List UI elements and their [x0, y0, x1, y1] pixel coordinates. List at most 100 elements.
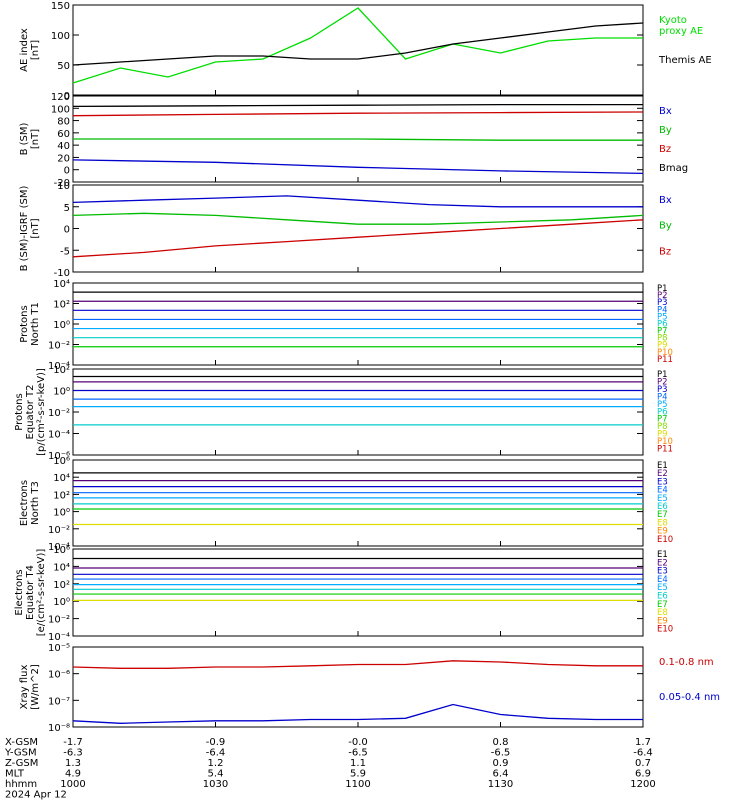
- legend-entry: E9: [657, 527, 668, 537]
- y-tick-label: 10⁴: [53, 279, 70, 290]
- y-tick-label: 10⁶: [53, 545, 70, 556]
- series-line: [72, 212, 644, 225]
- legend-entry: 0.05-0.4 nm: [659, 692, 720, 703]
- series-line: [72, 703, 643, 724]
- legend-entry: E8: [657, 518, 668, 528]
- panel-frame: [72, 282, 644, 366]
- axis-row-name: X-GSM: [5, 737, 38, 748]
- legend-entry: E10: [657, 625, 673, 635]
- y-tick-label: 0: [64, 91, 70, 102]
- y-axis-label: B (SM): [19, 122, 30, 155]
- series-line: [72, 159, 644, 175]
- legend-entry: E7: [657, 600, 668, 610]
- axis-row-value: 4.9: [65, 769, 81, 780]
- y-tick-label: 10⁴: [53, 473, 70, 484]
- panel-frame: [72, 646, 644, 728]
- legend-entry: E2: [657, 558, 668, 568]
- legend-entry: P9: [657, 430, 668, 440]
- legend-entry: Bz: [659, 246, 671, 257]
- y-tick-label: 10⁻⁷: [48, 696, 70, 707]
- y-tick-label: 0: [64, 166, 70, 177]
- y-tick-label: 10⁻⁶: [48, 451, 70, 462]
- y-axis-label: [nT]: [30, 218, 41, 238]
- y-tick-label: 50: [57, 61, 70, 72]
- legend-entry: P3: [657, 298, 668, 308]
- panel-frame: [72, 184, 644, 273]
- legend-entry: E5: [657, 583, 668, 593]
- legend-entry: P5: [657, 400, 668, 410]
- legend-entry: P7: [657, 415, 668, 425]
- legend-entry: P1: [657, 284, 668, 294]
- legend-entry: E4: [657, 575, 668, 585]
- y-axis-label: North T1: [30, 302, 41, 346]
- y-axis-label: [p/(cm²-s-sr-keV)]: [36, 368, 47, 456]
- y-tick-label: 5: [64, 203, 70, 214]
- legend-entry: By: [659, 125, 672, 136]
- axis-row-value: 6.4: [493, 769, 509, 780]
- y-axis-label: B (SM)-IGRF (SM): [19, 186, 30, 272]
- axis-row-value: 1000: [60, 779, 85, 790]
- axis-row-value: 1100: [345, 779, 370, 790]
- y-axis-label: [nT]: [30, 129, 41, 149]
- legend-entry: Bz: [659, 144, 671, 155]
- legend-entry: Themis AE: [658, 55, 712, 66]
- legend-entry: E1: [657, 550, 668, 560]
- axis-row-value: 1.2: [208, 758, 224, 769]
- y-axis-label: [W/m^2]: [30, 664, 41, 710]
- legend-entry: P4: [657, 392, 668, 402]
- y-tick-label: 10⁻⁴: [48, 542, 70, 553]
- axis-row-value: 1.3: [65, 758, 81, 769]
- axis-row-value: -1.7: [63, 737, 83, 748]
- legend-entry: P11: [657, 445, 673, 455]
- legend-entry: E6: [657, 502, 668, 512]
- y-axis-label: Xray flux: [19, 665, 30, 710]
- axis-row-value: -6.5: [491, 748, 511, 759]
- y-tick-label: 10⁻⁸: [48, 723, 70, 734]
- legend-entry: Bx: [659, 195, 672, 206]
- legend-entry: P9: [657, 341, 668, 351]
- axis-row-value: -0.0: [348, 737, 368, 748]
- y-tick-label: -5: [60, 246, 70, 257]
- legend-entry: E2: [657, 469, 668, 479]
- axis-row-value: 5.4: [208, 769, 224, 780]
- axis-row-value: 0.9: [493, 758, 509, 769]
- series-line: [72, 219, 644, 258]
- y-tick-label: 150: [51, 1, 70, 12]
- y-tick-label: 10⁻⁴: [48, 361, 70, 372]
- axis-row-name: hhmm: [5, 779, 37, 790]
- y-axis-label: [nT]: [30, 40, 41, 60]
- legend-entry: E3: [657, 567, 668, 577]
- y-tick-label: 10²: [53, 365, 70, 376]
- legend-entry: 0.1-0.8 nm: [659, 657, 714, 668]
- y-tick-label: 10⁰: [53, 387, 70, 398]
- y-tick-label: 10⁶: [53, 456, 70, 467]
- y-tick-label: 10²: [53, 490, 70, 501]
- y-tick-label: 10⁰: [53, 320, 70, 331]
- y-tick-label: 20: [57, 153, 70, 164]
- panel-frame: [72, 4, 644, 96]
- y-tick-label: 60: [57, 129, 70, 140]
- axis-date: 2024 Apr 12: [5, 790, 67, 800]
- legend-entry: E1: [657, 461, 668, 471]
- legend-entry: P1: [657, 370, 668, 380]
- y-axis-label: AE index: [19, 28, 30, 72]
- y-tick-label: 10⁰: [53, 508, 70, 519]
- y-tick-label: 80: [57, 117, 70, 128]
- legend-entry: Kyoto: [659, 15, 687, 26]
- legend-entry: P6: [657, 407, 668, 417]
- legend-entry: P10: [657, 437, 673, 447]
- y-tick-label: 120: [51, 92, 70, 103]
- axis-row-value: 6.9: [635, 769, 651, 780]
- y-tick-label: 10⁻⁶: [48, 670, 70, 681]
- y-tick-label: -20: [54, 178, 70, 189]
- series-line: [72, 660, 643, 669]
- legend-entry: P6: [657, 319, 668, 329]
- axis-row-name: Y-GSM: [4, 748, 37, 759]
- legend-entry: By: [659, 221, 672, 232]
- legend-entry: Bmag: [659, 163, 688, 174]
- legend-entry: E9: [657, 616, 668, 626]
- legend-entry: E8: [657, 608, 668, 618]
- axis-row-value: 5.9: [350, 769, 366, 780]
- axis-row-value: 1.1: [350, 758, 366, 769]
